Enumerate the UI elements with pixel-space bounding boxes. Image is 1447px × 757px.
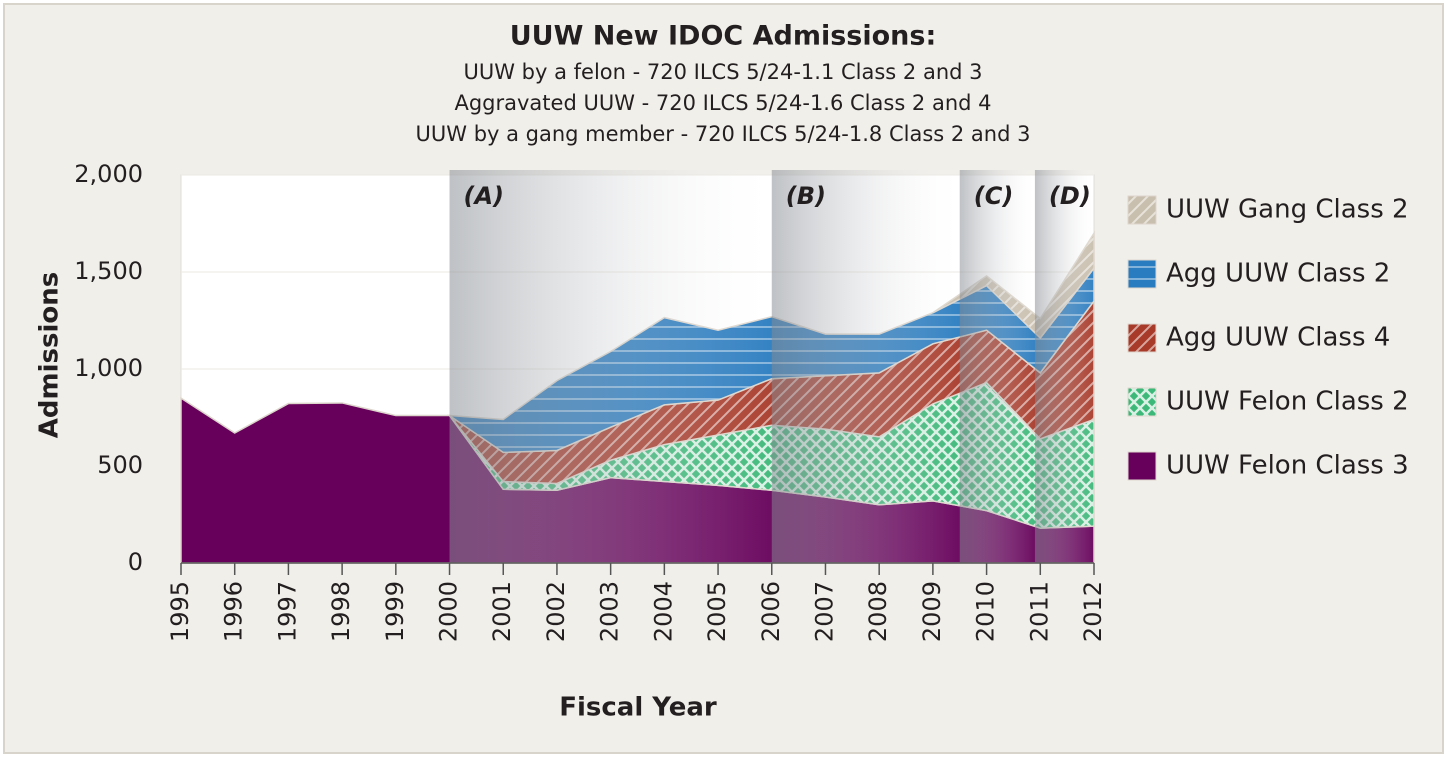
x-tick-label: 2007	[810, 581, 838, 642]
x-tick-label: 2008	[864, 581, 892, 642]
x-tick-label: 2010	[972, 581, 1000, 642]
x-tick-label: 2001	[488, 581, 516, 642]
x-tick-label: 1998	[327, 581, 355, 642]
y-axis-label: Admissions	[35, 272, 65, 438]
legend-swatch	[1127, 259, 1157, 289]
annotation-band	[771, 170, 960, 563]
x-tick-label: 1995	[166, 581, 194, 642]
y-tick-label: 1,500	[74, 257, 143, 285]
x-tick-label: 2009	[918, 581, 946, 642]
legend-label: UUW Felon Class 2	[1166, 387, 1409, 417]
y-tick-label: 0	[128, 548, 143, 576]
x-axis-label: Fiscal Year	[559, 693, 717, 723]
annotation-band	[449, 170, 772, 563]
x-tick-label: 2012	[1079, 581, 1107, 642]
legend-swatch	[1127, 195, 1157, 225]
chart-title: UUW New IDOC Admissions:	[510, 21, 937, 52]
x-tick-label: 2000	[435, 581, 463, 642]
annotation-label: (A)	[464, 182, 505, 210]
annotation-band	[959, 170, 1035, 563]
legend-label: Agg UUW Class 2	[1166, 259, 1390, 289]
x-tick-label: 2011	[1025, 581, 1053, 642]
annotation-label: (D)	[1049, 182, 1091, 210]
x-tick-label: 2004	[649, 581, 677, 642]
x-tick-label: 2002	[542, 581, 570, 642]
legend-swatch	[1127, 451, 1157, 481]
y-tick-label: 2,000	[74, 160, 143, 188]
legend-swatch	[1127, 323, 1157, 353]
x-tick-label: 1997	[273, 581, 301, 642]
legend-label: UUW Gang Class 2	[1166, 195, 1409, 225]
annotation-band	[1034, 170, 1094, 563]
x-tick-label: 2003	[596, 581, 624, 642]
subtitle: UUW by a felon - 720 ILCS 5/24-1.1 Class…	[463, 60, 982, 84]
annotation-label: (B)	[786, 182, 826, 210]
annotation-label: (C)	[974, 182, 1014, 210]
x-tick-label: 1999	[381, 581, 409, 642]
legend-label: Agg UUW Class 4	[1166, 323, 1390, 353]
y-tick-label: 500	[97, 451, 143, 479]
x-tick-label: 2005	[703, 581, 731, 642]
x-tick-label: 1996	[220, 581, 248, 642]
x-tick-label: 2006	[757, 581, 785, 642]
y-tick-label: 1,000	[74, 354, 143, 382]
subtitle: UUW by a gang member - 720 ILCS 5/24-1.8…	[416, 122, 1031, 146]
legend-swatch	[1127, 387, 1157, 417]
subtitle: Aggravated UUW - 720 ILCS 5/24-1.6 Class…	[454, 91, 991, 115]
legend-label: UUW Felon Class 3	[1166, 451, 1409, 481]
